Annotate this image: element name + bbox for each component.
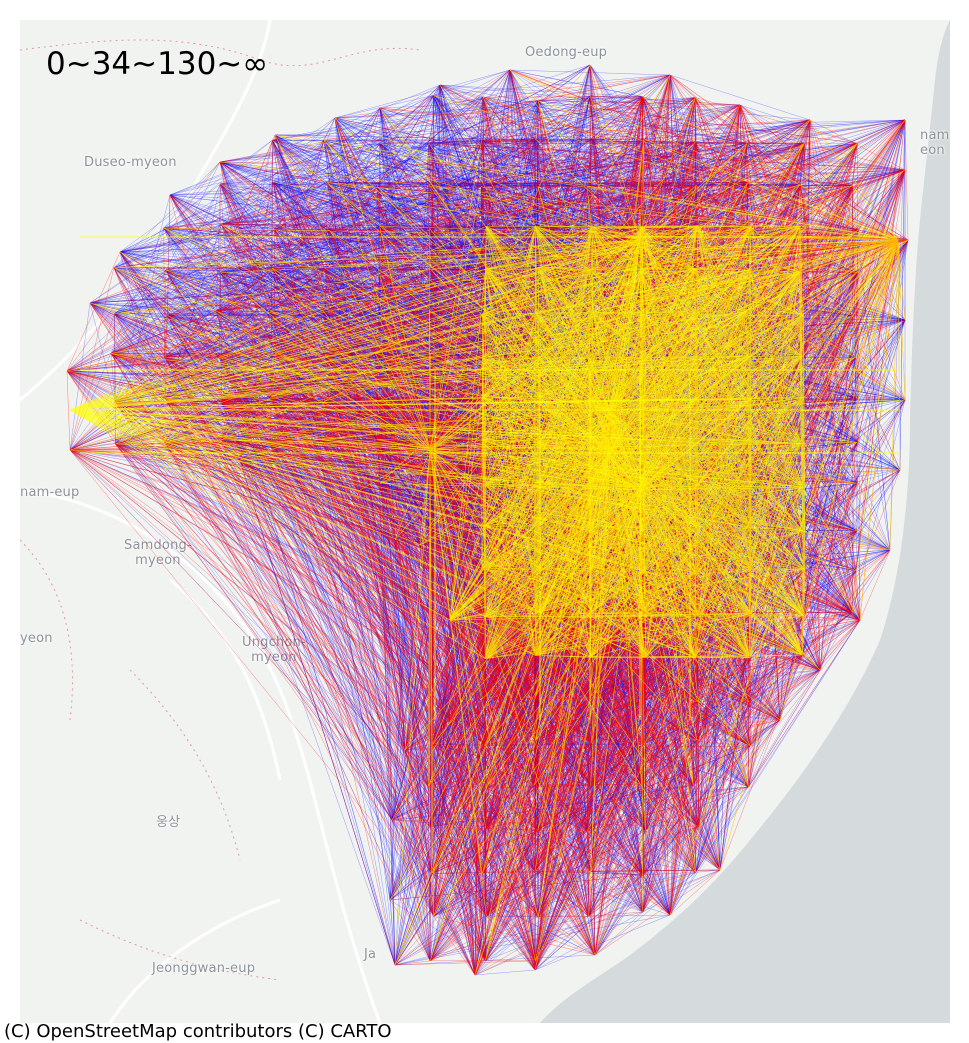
flow-lines-high	[66, 64, 909, 976]
place-label-ungsang: 웅상	[156, 815, 181, 830]
place-label-samdong-myeon: Samdong- myeon	[124, 538, 192, 568]
place-label-jeonggwan-eup: Jeonggwan-eup	[152, 961, 256, 976]
map-view[interactable]: Oedong-eup Duseo-myeon nam-eup Samdong- …	[20, 20, 950, 1023]
flow-lines-layer	[66, 64, 909, 976]
legend-title: 0~34~130~∞	[46, 46, 269, 82]
sea-area	[540, 20, 950, 1023]
place-label-yeon: yeon	[20, 631, 53, 646]
map-attribution[interactable]: (C) OpenStreetMap contributors (C) CARTO	[4, 1021, 392, 1042]
place-label-ja: Ja	[364, 947, 377, 962]
place-label-nam-eon: nam eon	[920, 128, 950, 158]
district-boundaries	[20, 39, 421, 981]
zone-grid-lines	[80, 236, 900, 720]
place-label-nam-eup: nam-eup	[20, 485, 80, 500]
place-label-oedong-eup: Oedong-eup	[525, 45, 608, 60]
place-label-duseo-myeon: Duseo-myeon	[84, 155, 177, 170]
